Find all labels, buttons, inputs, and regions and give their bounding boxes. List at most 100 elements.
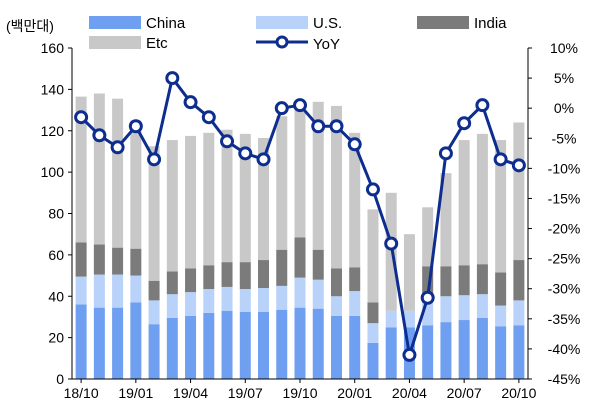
legend-swatch-etc (89, 36, 141, 49)
left-tick-label: 0 (56, 371, 64, 387)
yoy-point-19/08 (256, 152, 271, 167)
bar-china-18/12 (112, 307, 124, 379)
x-tick-label: 20/07 (447, 385, 482, 401)
left-tick-label: 160 (41, 40, 65, 56)
bar-us-19/05 (203, 289, 215, 313)
bar-etc-19/06 (221, 129, 233, 263)
bar-us-20/07 (458, 295, 470, 321)
bar-china-20/07 (458, 320, 470, 379)
bar-us-19/04 (185, 292, 197, 316)
left-tick-label: 140 (41, 81, 65, 97)
bar-india-19/05 (203, 265, 215, 290)
legend-label-india: India (474, 15, 507, 32)
yoy-point-19/10 (293, 98, 307, 113)
bar-china-19/06 (221, 310, 233, 379)
bar-china-19/05 (203, 312, 215, 379)
bar-india-19/07 (239, 262, 251, 290)
bar-us-18/11 (93, 274, 105, 308)
bar-etc-20/08 (476, 133, 488, 265)
bar-us-20/05 (422, 299, 434, 326)
bar-india-19/06 (221, 262, 233, 287)
bar-china-19/10 (294, 307, 306, 379)
bar-india-20/07 (458, 265, 470, 296)
bar-china-20/08 (476, 317, 488, 379)
bar-india-20/10 (513, 260, 525, 301)
bar-china-19/01 (130, 302, 142, 379)
right-tick-label: -40% (548, 341, 581, 357)
bar-etc-20/09 (495, 140, 507, 273)
bar-etc-20/01 (349, 132, 361, 268)
yoy-point-18/11 (92, 128, 107, 143)
bar-china-19/08 (258, 311, 270, 379)
bar-etc-20/06 (440, 173, 452, 267)
legend-label-us: U.S. (313, 15, 342, 32)
legend-marker-yoy (275, 35, 289, 49)
right-tick-label: 0% (554, 100, 574, 116)
left-tick-label: 60 (48, 247, 64, 263)
bar-etc-18/12 (112, 98, 124, 248)
bar-us-19/07 (239, 289, 251, 312)
bar-etc-19/05 (203, 132, 215, 266)
bar-china-20/06 (440, 322, 452, 379)
x-tick-label: 18/10 (64, 385, 99, 401)
bar-china-18/11 (93, 307, 105, 379)
bar-india-20/01 (349, 267, 361, 292)
bar-india-18/11 (93, 244, 105, 275)
bar-etc-19/04 (185, 135, 197, 269)
yoy-point-19/03 (165, 71, 180, 86)
bar-us-19/11 (312, 279, 324, 309)
bar-us-19/09 (276, 285, 288, 310)
yoy-line-layer (74, 71, 526, 362)
bar-us-19/01 (130, 275, 142, 303)
yoy-point-20/01 (347, 137, 362, 152)
left-tick-label: 40 (48, 288, 64, 304)
bar-etc-19/01 (130, 120, 142, 249)
yoy-point-20/05 (420, 290, 435, 305)
bar-us-20/10 (513, 300, 525, 326)
bar-china-19/04 (185, 315, 197, 379)
legend: China U.S. India Etc YoY (89, 15, 507, 53)
legend-swatch-india (417, 16, 469, 29)
right-tick-label: 10% (550, 40, 578, 56)
axes-layer: 0 20 40 60 80 100 120 140 160 10% 5% 0% -5% -10% -15% -… (41, 40, 581, 401)
bar-etc-20/05 (422, 207, 434, 267)
yoy-point-20/03 (384, 236, 399, 251)
x-tick-label: 19/10 (282, 385, 317, 401)
y-axis-unit-label: (백만대) (6, 18, 54, 34)
bar-etc-20/04 (403, 234, 415, 311)
bar-us-20/01 (349, 291, 361, 316)
x-tick-label: 20/01 (337, 385, 372, 401)
yoy-point-19/12 (329, 119, 344, 134)
bar-etc-19/12 (330, 105, 342, 269)
left-tick-label: 80 (48, 206, 64, 222)
yoy-point-19/02 (147, 152, 162, 167)
right-tick-label: -5% (552, 130, 577, 146)
bar-india-19/08 (258, 260, 270, 288)
right-tick-label: -30% (548, 281, 581, 297)
yoy-point-20/07 (457, 116, 472, 131)
bar-etc-20/10 (513, 122, 525, 261)
right-tick-label: -25% (548, 251, 581, 267)
bar-china-20/01 (349, 315, 361, 379)
bar-etc-20/07 (458, 140, 470, 266)
bar-india-18/10 (75, 242, 87, 277)
bar-us-20/02 (367, 323, 379, 343)
bar-india-19/03 (166, 271, 178, 295)
bar-china-20/03 (385, 327, 397, 379)
bar-etc-18/11 (93, 93, 105, 245)
bar-etc-19/09 (276, 116, 288, 250)
bar-india-19/12 (330, 268, 342, 297)
yoy-point-20/02 (365, 182, 380, 197)
right-tick-label: -15% (548, 190, 581, 206)
bar-us-20/03 (385, 310, 397, 328)
yoy-point-19/01 (128, 119, 143, 134)
left-tick-label: 100 (41, 164, 65, 180)
bar-india-19/10 (294, 237, 306, 278)
bar-china-19/03 (166, 317, 178, 379)
bar-china-18/10 (75, 304, 87, 379)
bar-india-18/12 (112, 247, 124, 275)
yoy-point-19/04 (183, 95, 198, 110)
right-tick-label: 5% (554, 70, 574, 86)
bar-us-20/04 (403, 310, 415, 328)
